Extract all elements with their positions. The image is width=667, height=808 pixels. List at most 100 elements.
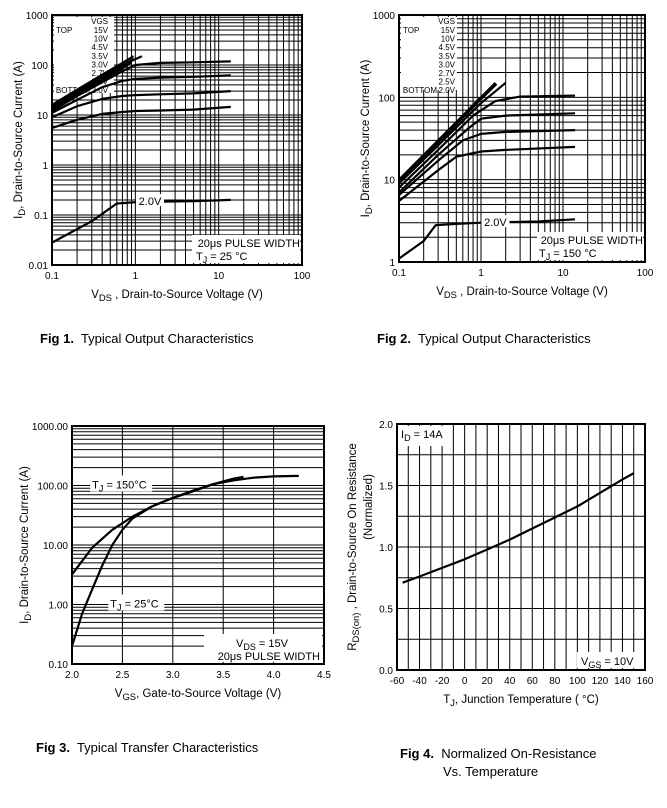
legend-entry: 15V [94, 26, 109, 35]
series-line-15v [51, 55, 135, 106]
chart-fig3: 2.0 2.5 3.0 3.5 4.0 4.5 0.10 1.00 10.00 100.00 100… [19, 422, 331, 702]
vgs-note-sub: GS [588, 660, 601, 670]
legend-entry: 15V [441, 26, 456, 35]
y-axis-label-main: I [13, 216, 25, 219]
x-tick-label: -20 [435, 676, 450, 687]
legend-entry: 10V [441, 35, 456, 44]
y-axis-label: ID, Drain-to-Source Current (A) [13, 61, 27, 219]
y-axis-label-main: I [19, 621, 31, 624]
x-axis-label: VDS , Drain-to-Source Voltage (V) [91, 289, 263, 303]
id-note: ID = 14A [401, 429, 443, 443]
caption-fig3-text: Typical Transfer Characteristics [76, 740, 259, 755]
legend: VGS TOP 15V10V4.5V3.5V3.0V2.7V2.5V2.0VBOTT… [56, 17, 109, 95]
curve-label: 2.0V [139, 196, 162, 208]
vds-note: VDS = 15V [236, 638, 289, 652]
y-tick-label: 0.10 [49, 660, 69, 671]
label-tj-150-sub: J [99, 484, 104, 494]
plot-frame [398, 14, 646, 263]
series-line-27v [398, 129, 576, 196]
y-tick-label: 1.0 [379, 543, 393, 554]
y-axis-label: RDS(on) , Drain-to-Source On Resistance [347, 443, 361, 651]
series-line-45v [51, 57, 135, 109]
plot-frame [51, 14, 303, 266]
id-note-main: I [401, 429, 404, 441]
caption-fig4-text2: Vs. Temperature [443, 764, 539, 779]
y-axis-label-line2: (Normalized) [363, 474, 375, 540]
legend-entry: 2.7V [92, 69, 109, 78]
x-tick-label: 2.5 [115, 670, 129, 681]
x-tick-label: -40 [412, 676, 427, 687]
plot-frame [71, 425, 325, 665]
label-tj-25: TJ = 25°C [110, 599, 158, 613]
y-axis-label-sub: D [16, 209, 27, 216]
legend-entry: 2.0V [92, 86, 109, 95]
y-tick-label: 10 [37, 111, 49, 122]
y-tick-label: 1000 [26, 11, 49, 22]
x-tick-label: 4.5 [317, 670, 331, 681]
y-tick-label: 10.00 [43, 541, 68, 552]
y-tick-label: 1.5 [379, 482, 393, 493]
x-axis-label-main: V [115, 688, 123, 700]
y-axis-label-sub: DS(on) [350, 613, 361, 643]
y-tick-label: 1 [42, 161, 48, 172]
y-tick-label: 10 [384, 176, 396, 187]
id-note-rest: = 14A [411, 429, 444, 441]
id-note-sub: D [404, 433, 411, 443]
legend-entry: 4.5V [92, 43, 109, 52]
x-tick-label: 4.0 [267, 670, 281, 681]
y-tick-label: 1000 [373, 11, 396, 22]
series-line-20vupper [51, 105, 231, 130]
grid-fig2 [398, 15, 645, 263]
legend-bottom-label: BOTTOM [403, 86, 437, 95]
x-tick-label: 0.1 [45, 271, 59, 282]
label-tj-150: TJ = 150°C [92, 480, 147, 494]
annotation-box-id [399, 426, 449, 446]
series-line-tj25c [70, 474, 299, 647]
junction-temp-note-main: T [196, 251, 203, 263]
y-tick-label: 100.00 [37, 482, 68, 493]
x-tick-label: 1 [133, 271, 139, 282]
x-axis-label: VDS , Drain-to-Source Voltage (V) [436, 286, 608, 300]
x-tick-label: 40 [504, 676, 516, 687]
x-axis-label-main: V [91, 289, 99, 301]
x-axis-label-rest: , Drain-to-Source Voltage (V) [112, 289, 263, 301]
x-tick-label: 1 [478, 268, 484, 279]
y-tick-label: 2.0 [379, 420, 393, 431]
y-tick-label: 1.00 [49, 601, 69, 612]
x-tick-label: 120 [592, 676, 609, 687]
legend-entry: 2.7V [439, 69, 456, 78]
x-tick-label: -60 [390, 676, 405, 687]
vds-note-sub: DS [243, 642, 256, 652]
x-tick-label: 0 [462, 676, 468, 687]
pulse-width-note: 20μs PULSE WIDTH [198, 238, 300, 250]
legend-header: VGS [91, 17, 108, 26]
x-tick-label: 100 [569, 676, 586, 687]
y-axis-label-sub: D [363, 207, 374, 214]
y-tick-label: 100 [31, 61, 48, 72]
x-tick-label: 80 [549, 676, 561, 687]
caption-fig1-text: Typical Output Characteristics [80, 331, 254, 346]
x-tick-label: 100 [294, 271, 311, 282]
label-tj-25-main: T [110, 599, 117, 611]
annotation-box [192, 235, 300, 263]
plot-frame [396, 423, 646, 671]
x-axis-label: VGS, Gate-to-Source Voltage (V) [115, 688, 282, 702]
x-axis-label-main: V [436, 286, 444, 298]
caption-fig1: Fig 1. Typical Output Characteristics [40, 331, 254, 346]
series-line-20v [51, 198, 231, 244]
caption-fig2-text: Typical Output Characteristics [417, 331, 591, 346]
label-tj-25-sub: J [117, 603, 122, 613]
caption-fig1-number: Fig 1. [40, 331, 74, 346]
y-tick-label: 0.01 [29, 261, 49, 272]
y-axis-label-rest: , Drain-to-Source On Resistance [347, 443, 359, 612]
legend-entry: 2.5V [92, 78, 109, 87]
caption-fig4-text: Normalized On-Resistance [441, 746, 597, 761]
x-tick-label: 10 [557, 268, 569, 279]
x-axis-label-sub: DS [99, 292, 112, 303]
y-tick-label: 0.0 [379, 666, 393, 677]
grid-fig3 [71, 426, 325, 665]
series-line-20v [398, 218, 576, 260]
series-line-30v [398, 112, 576, 194]
